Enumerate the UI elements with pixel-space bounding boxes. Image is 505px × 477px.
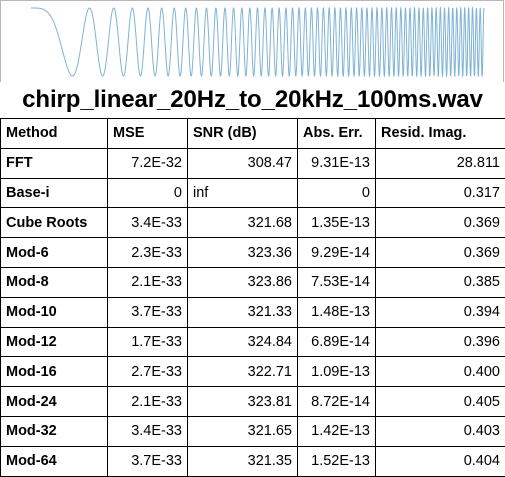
resid-imag-cell: 0.394 [376, 297, 505, 327]
method-cell: Mod-10 [1, 297, 108, 327]
abs-err-cell: 8.72E-14 [298, 387, 376, 417]
resid-imag-cell: 28.811 [376, 148, 505, 178]
mse-cell: 3.7E-33 [108, 446, 188, 476]
abs-err-cell: 1.42E-13 [298, 416, 376, 446]
mse-cell: 0 [108, 178, 188, 208]
snr-cell: 321.68 [188, 208, 298, 238]
column-header-snr: SNR (dB) [188, 119, 298, 149]
mse-cell: 2.1E-33 [108, 267, 188, 297]
column-header-resid-imag: Resid. Imag. [376, 119, 505, 149]
column-header-method: Method [1, 119, 108, 149]
table-row: Mod-16 2.7E-33 322.71 1.09E-13 0.400 [1, 357, 505, 387]
method-cell: Mod-6 [1, 238, 108, 268]
waveform-panel [0, 0, 504, 82]
abs-err-cell: 1.35E-13 [298, 208, 376, 238]
resid-imag-cell: 0.404 [376, 446, 505, 476]
mse-cell: 2.3E-33 [108, 238, 188, 268]
table-row: Mod-24 2.1E-33 323.81 8.72E-14 0.405 [1, 387, 505, 417]
resid-imag-cell: 0.400 [376, 357, 505, 387]
method-cell: Mod-12 [1, 327, 108, 357]
snr-cell: 324.84 [188, 327, 298, 357]
column-header-mse: MSE [108, 119, 188, 149]
resid-imag-cell: 0.403 [376, 416, 505, 446]
snr-cell: 323.81 [188, 387, 298, 417]
abs-err-cell: 9.31E-13 [298, 148, 376, 178]
mse-cell: 2.1E-33 [108, 387, 188, 417]
resid-imag-cell: 0.369 [376, 208, 505, 238]
method-cell: Mod-64 [1, 446, 108, 476]
snr-cell: 322.71 [188, 357, 298, 387]
resid-imag-cell: 0.396 [376, 327, 505, 357]
table-row: Base-i 0 inf 0 0.317 [1, 178, 505, 208]
abs-err-cell: 1.09E-13 [298, 357, 376, 387]
abs-err-cell: 0 [298, 178, 376, 208]
method-cell: Mod-16 [1, 357, 108, 387]
table-row: Mod-10 3.7E-33 321.33 1.48E-13 0.394 [1, 297, 505, 327]
chirp-waveform-icon [1, 1, 505, 83]
method-cell: Cube Roots [1, 208, 108, 238]
abs-err-cell: 1.48E-13 [298, 297, 376, 327]
chirp-waveform-line [31, 8, 484, 76]
file-title: chirp_linear_20Hz_to_20kHz_100ms.wav [0, 82, 505, 118]
mse-cell: 1.7E-33 [108, 327, 188, 357]
method-cell: Mod-24 [1, 387, 108, 417]
snr-cell: 321.65 [188, 416, 298, 446]
table-row: Cube Roots 3.4E-33 321.68 1.35E-13 0.369 [1, 208, 505, 238]
table-row: Mod-8 2.1E-33 323.86 7.53E-14 0.385 [1, 267, 505, 297]
table-row: FFT 7.2E-32 308.47 9.31E-13 28.811 [1, 148, 505, 178]
mse-cell: 3.4E-33 [108, 208, 188, 238]
resid-imag-cell: 0.385 [376, 267, 505, 297]
snr-cell: 308.47 [188, 148, 298, 178]
table-row: Mod-12 1.7E-33 324.84 6.89E-14 0.396 [1, 327, 505, 357]
method-cell: Mod-8 [1, 267, 108, 297]
results-table: Method MSE SNR (dB) Abs. Err. Resid. Ima… [0, 118, 505, 477]
mse-cell: 2.7E-33 [108, 357, 188, 387]
mse-cell: 3.7E-33 [108, 297, 188, 327]
mse-cell: 3.4E-33 [108, 416, 188, 446]
snr-cell: 323.36 [188, 238, 298, 268]
abs-err-cell: 9.29E-14 [298, 238, 376, 268]
snr-cell: 321.35 [188, 446, 298, 476]
resid-imag-cell: 0.369 [376, 238, 505, 268]
table-row: Mod-6 2.3E-33 323.36 9.29E-14 0.369 [1, 238, 505, 268]
resid-imag-cell: 0.405 [376, 387, 505, 417]
abs-err-cell: 6.89E-14 [298, 327, 376, 357]
resid-imag-cell: 0.317 [376, 178, 505, 208]
abs-err-cell: 1.52E-13 [298, 446, 376, 476]
snr-cell: 323.86 [188, 267, 298, 297]
table-row: Mod-32 3.4E-33 321.65 1.42E-13 0.403 [1, 416, 505, 446]
method-cell: FFT [1, 148, 108, 178]
snr-cell: 321.33 [188, 297, 298, 327]
table-row: Mod-64 3.7E-33 321.35 1.52E-13 0.404 [1, 446, 505, 476]
method-cell: Base-i [1, 178, 108, 208]
header-row: Method MSE SNR (dB) Abs. Err. Resid. Ima… [1, 119, 505, 149]
method-cell: Mod-32 [1, 416, 108, 446]
snr-cell: inf [188, 178, 298, 208]
mse-cell: 7.2E-32 [108, 148, 188, 178]
column-header-abs-err: Abs. Err. [298, 119, 376, 149]
abs-err-cell: 7.53E-14 [298, 267, 376, 297]
